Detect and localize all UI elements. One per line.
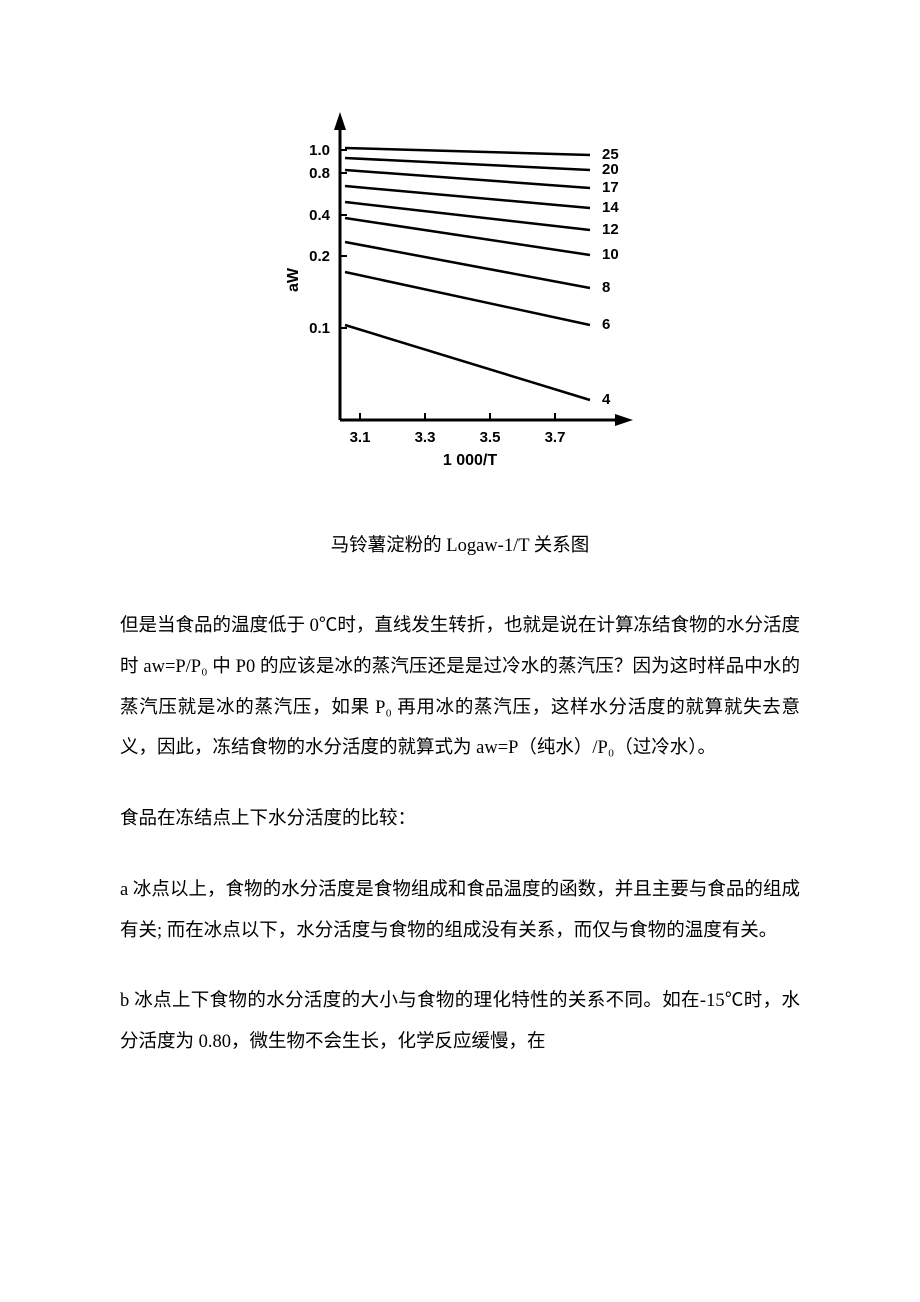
svg-text:12: 12 — [602, 221, 619, 238]
svg-text:4: 4 — [602, 391, 611, 408]
svg-text:3.3: 3.3 — [415, 429, 436, 446]
chart-container: 1.00.80.40.20.13.13.33.53.7aW1 000/T2520… — [120, 100, 800, 496]
svg-text:0.1: 0.1 — [309, 320, 330, 337]
svg-text:3.7: 3.7 — [545, 429, 566, 446]
svg-text:3.5: 3.5 — [480, 429, 501, 446]
paragraph-1: 但是当食品的温度低于 0℃时，直线发生转折，也就是说在计算冻结食物的水分活度时 … — [120, 606, 800, 769]
svg-text:20: 20 — [602, 161, 619, 178]
svg-text:10: 10 — [602, 246, 619, 263]
svg-text:aW: aW — [285, 267, 302, 292]
svg-text:17: 17 — [602, 179, 619, 196]
svg-text:3.1: 3.1 — [350, 429, 371, 446]
svg-text:6: 6 — [602, 316, 610, 333]
svg-text:0.2: 0.2 — [309, 248, 330, 265]
chart-caption: 马铃薯淀粉的 Logaw-1/T 关系图 — [120, 526, 800, 567]
paragraph-3: a 冰点以上，食物的水分活度是食物组成和食品温度的函数，并且主要与食品的组成有关… — [120, 870, 800, 951]
svg-text:0.4: 0.4 — [309, 207, 331, 224]
svg-text:1.0: 1.0 — [309, 142, 330, 159]
logaw-chart: 1.00.80.40.20.13.13.33.53.7aW1 000/T2520… — [270, 100, 650, 480]
document-page: 1.00.80.40.20.13.13.33.53.7aW1 000/T2520… — [0, 0, 920, 1153]
paragraph-2: 食品在冻结点上下水分活度的比较： — [120, 799, 800, 840]
svg-text:14: 14 — [602, 199, 619, 216]
svg-text:8: 8 — [602, 279, 610, 296]
paragraph-4: b 冰点上下食物的水分活度的大小与食物的理化特性的关系不同。如在-15℃时，水分… — [120, 981, 800, 1062]
svg-text:1 000/T: 1 000/T — [443, 452, 497, 469]
svg-text:0.8: 0.8 — [309, 165, 330, 182]
